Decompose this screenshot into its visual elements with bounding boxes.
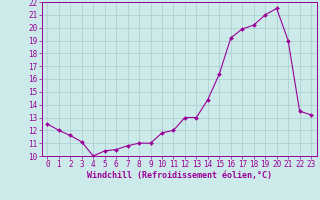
X-axis label: Windchill (Refroidissement éolien,°C): Windchill (Refroidissement éolien,°C) <box>87 171 272 180</box>
